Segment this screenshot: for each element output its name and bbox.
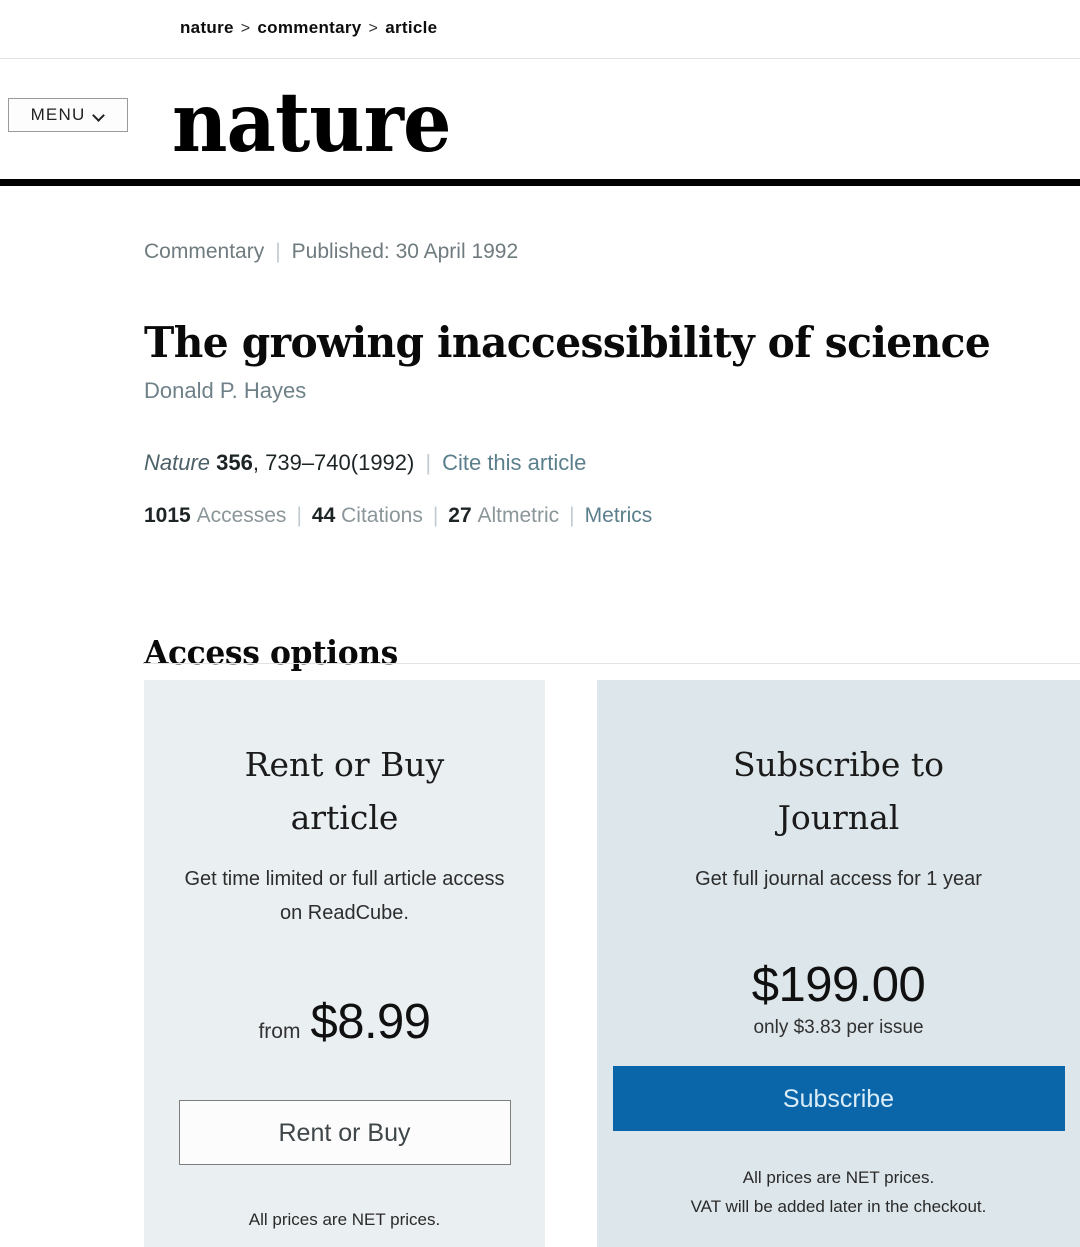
breadcrumb-item-nature[interactable]: nature (180, 18, 234, 37)
card-description: Get time limited or full article access … (184, 868, 505, 924)
metrics-divider: | (569, 504, 575, 527)
chevron-down-icon (94, 110, 105, 121)
breadcrumb-separator: > (240, 20, 251, 37)
accesses-label: Accesses (196, 504, 287, 527)
article-author[interactable]: Donald P. Hayes (144, 378, 307, 403)
breadcrumb: nature > commentary > article (180, 18, 437, 38)
article-citation: Nature 356, 739–740(1992) | Cite this arti… (144, 450, 586, 476)
page-title: The growing inaccessibility of science (144, 318, 991, 368)
price-value: $8.99 (310, 995, 431, 1049)
nature-logo[interactable]: nature (172, 75, 452, 171)
altmetric-label: Altmetric (477, 504, 560, 527)
article-meta: Commentary | Published: 30 April 1992 (144, 240, 518, 264)
citation-divider: | (425, 450, 432, 475)
accesses-count: 1015 (144, 504, 191, 527)
menu-button[interactable]: MENU (8, 98, 128, 132)
rent-or-buy-button[interactable]: Rent or Buy (178, 1100, 511, 1165)
breadcrumb-item-commentary[interactable]: commentary (257, 18, 362, 37)
access-card-subscribe: Subscribe to Journal Get full journal ac… (597, 680, 1080, 1247)
card-description: Get full journal access for 1 year (695, 868, 982, 890)
access-options-heading: Access options (144, 633, 398, 673)
article-metrics: 1015 Accesses | 44 Citations | 27 Altmetric |… (144, 504, 652, 528)
menu-button-label: MENU (30, 105, 86, 124)
card-price-row: from $8.99 (144, 996, 545, 1048)
meta-divider: | (275, 240, 281, 263)
card-title: Rent or Buy article (244, 745, 445, 837)
access-options-cards: Rent or Buy article Get time limited or … (144, 680, 1080, 1247)
cite-this-article-link[interactable]: Cite this article (442, 450, 587, 475)
altmetric-count: 27 (448, 504, 472, 527)
article-type: Commentary (144, 240, 265, 263)
citations-count: 44 (311, 504, 336, 527)
card-title: Subscribe to Journal (732, 745, 944, 837)
site-masthead: MENU nature (0, 59, 1080, 186)
card-note-line-1: All prices are NET prices. (742, 1168, 935, 1187)
access-card-rent-or-buy: Rent or Buy article Get time limited or … (144, 680, 545, 1247)
breadcrumb-item-article[interactable]: article (385, 18, 438, 37)
metrics-link[interactable]: Metrics (584, 504, 653, 527)
breadcrumb-separator: > (368, 20, 379, 37)
metrics-divider: | (296, 504, 302, 527)
price-value: $199.00 (751, 958, 926, 1012)
article-published-date: Published: 30 April 1992 (291, 240, 519, 263)
subscribe-button[interactable]: Subscribe (612, 1066, 1065, 1131)
breadcrumb-bar: nature > commentary > article (0, 0, 1080, 59)
citations-label: Citations (341, 504, 423, 527)
metrics-divider: | (432, 504, 439, 527)
access-options-divider (144, 663, 1080, 664)
price-prefix: from (258, 1020, 301, 1043)
card-note: All prices are NET prices. (248, 1210, 441, 1229)
price-per-issue-note: only $3.83 per issue (753, 1017, 924, 1038)
citation-journal: Nature (144, 450, 211, 475)
card-note-line-2: VAT will be added later in the checkout. (690, 1197, 987, 1216)
citation-volume: 356 (216, 450, 253, 475)
citation-pages: , 739–740(1992) (252, 450, 415, 475)
card-note: All prices are NET prices. VAT will be a… (597, 1163, 1080, 1221)
card-price-row: $199.00 only $3.83 per issue (597, 959, 1080, 1039)
